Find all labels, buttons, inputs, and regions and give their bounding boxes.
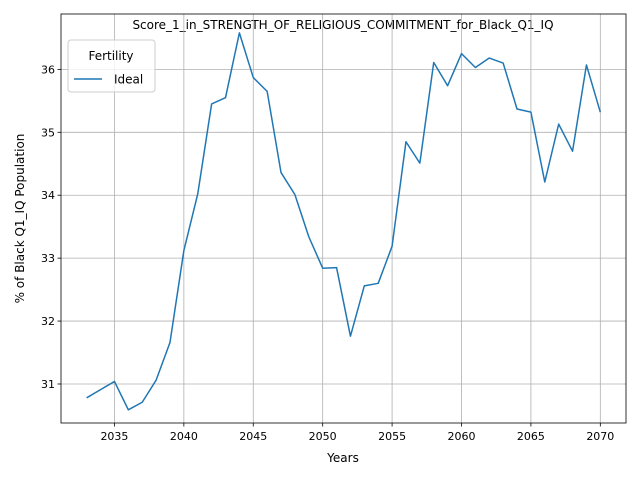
- y-axis-label: % of Black Q1_IQ Population: [13, 134, 27, 304]
- x-tick-label: 2065: [517, 430, 545, 443]
- x-tick-label: 2035: [100, 430, 128, 443]
- x-tick-label: 2040: [170, 430, 198, 443]
- x-tick-label: 2070: [586, 430, 614, 443]
- chart-title: Score_1_in_STRENGTH_OF_RELIGIOUS_COMMITM…: [132, 18, 553, 32]
- x-tick-label: 2060: [447, 430, 475, 443]
- y-tick-label: 36: [41, 63, 55, 76]
- y-tick-label: 32: [41, 315, 55, 328]
- y-tick-label: 34: [41, 189, 55, 202]
- legend-title: Fertility: [88, 49, 133, 63]
- y-tick-label: 33: [41, 252, 55, 265]
- legend: Fertility Ideal: [68, 40, 155, 92]
- y-tick-label: 35: [41, 126, 55, 139]
- x-axis-label: Years: [326, 451, 359, 465]
- y-tick-label: 31: [41, 378, 55, 391]
- legend-label-ideal: Ideal: [114, 73, 143, 87]
- x-tick-label: 2055: [378, 430, 406, 443]
- x-tick-label: 2050: [309, 430, 337, 443]
- x-tick-label: 2045: [239, 430, 267, 443]
